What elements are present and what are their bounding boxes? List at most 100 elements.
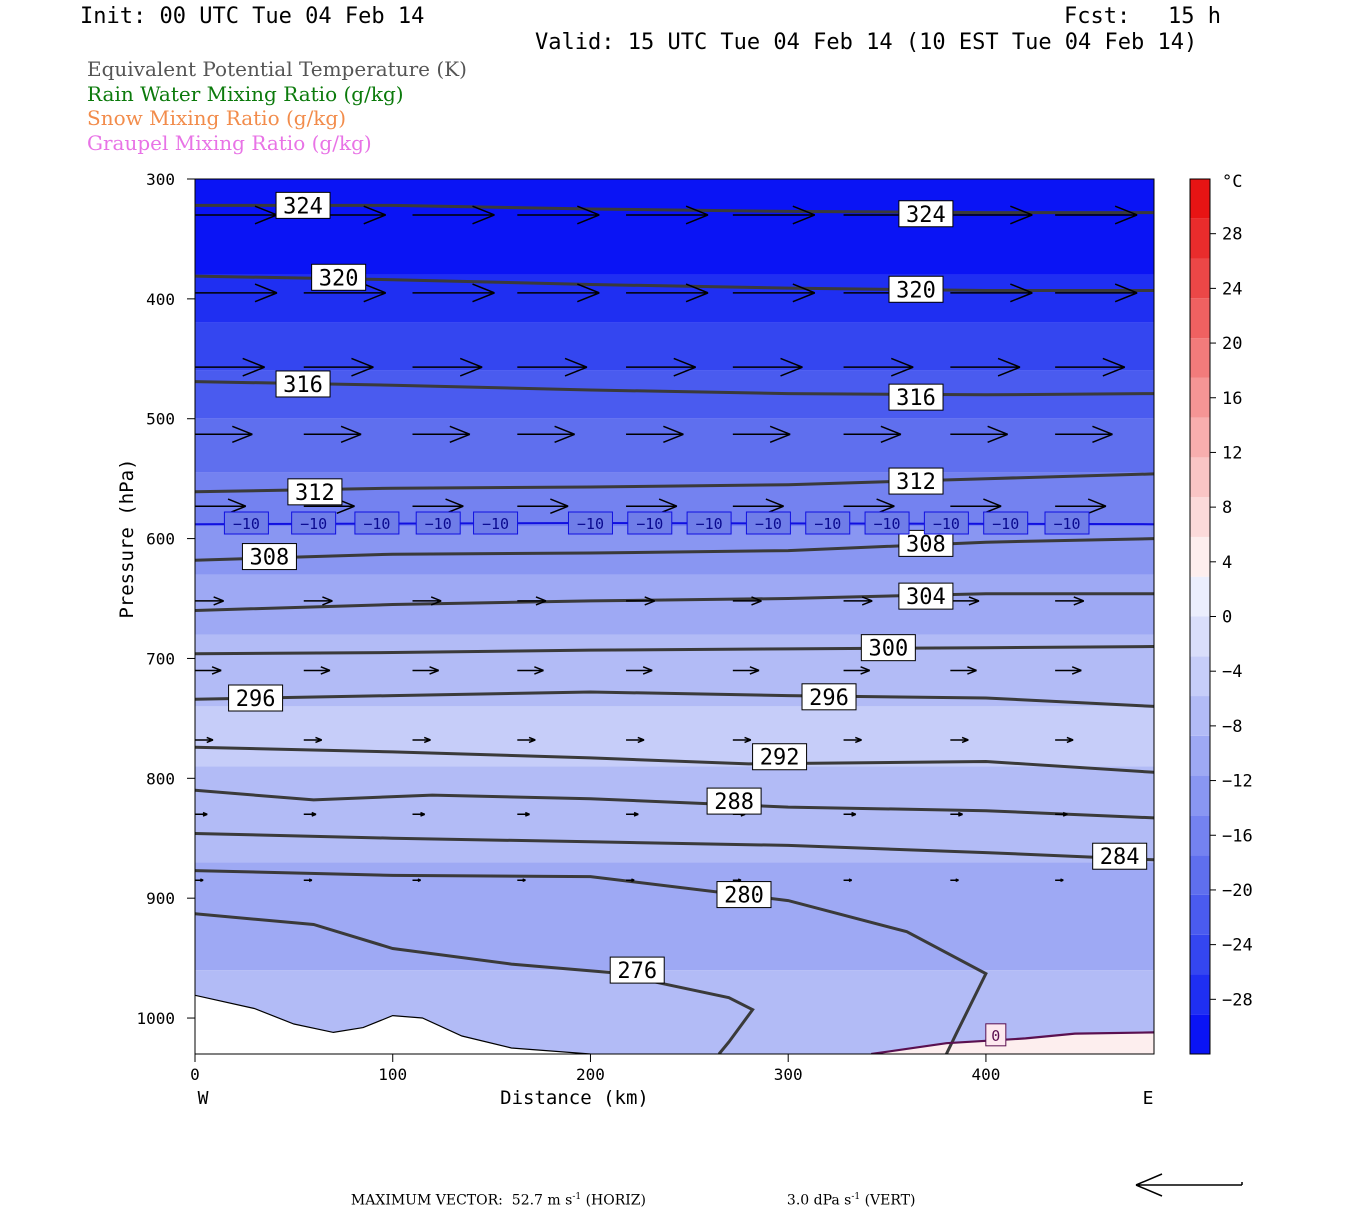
wind-vector	[950, 205, 1033, 225]
contour-label-box	[275, 191, 331, 219]
colorbar-swatch	[1190, 377, 1210, 418]
contour-label-276: 276	[617, 959, 657, 984]
max-vert-vector: 3.0 dPa s-1 (VERT)	[778, 1176, 916, 1209]
contour-label-box	[752, 743, 808, 771]
wind-vector	[1055, 205, 1138, 225]
contour-label-box	[287, 478, 343, 506]
wind-vector	[626, 425, 684, 444]
wind-vector	[195, 736, 214, 744]
contour-label-box	[888, 467, 944, 495]
horiz-value: 52.7 m s	[511, 1192, 573, 1209]
isotherm-label-box	[1044, 511, 1090, 535]
wind-vector	[517, 878, 526, 883]
colorbar-swatch	[1190, 696, 1210, 736]
horiz-exp: -1	[572, 1192, 582, 1202]
wind-vector	[1055, 878, 1064, 883]
isotherm-label-minus10: −10	[233, 515, 260, 533]
isotherm-label-box	[983, 511, 1029, 535]
contour-label-296: 296	[809, 686, 849, 711]
colorbar-tick-label: −24	[1222, 936, 1253, 956]
y-axis-title: Pressure (hPa)	[116, 459, 138, 619]
wind-vector	[843, 425, 902, 444]
wind-vector	[412, 736, 431, 744]
contour-label-box	[706, 787, 762, 815]
contour-label-292: 292	[760, 746, 800, 771]
colorbar-tick-label: −16	[1222, 826, 1253, 846]
wind-vector	[950, 283, 1033, 303]
wind-vector	[1055, 666, 1082, 675]
wind-vector	[517, 811, 530, 817]
temperature-band	[195, 706, 1154, 767]
contour-label-308: 308	[906, 532, 946, 557]
colorbar-swatch	[1190, 735, 1210, 776]
wind-vector	[950, 596, 980, 606]
wind-vector	[303, 666, 331, 675]
vert-exp: -1	[851, 1192, 861, 1202]
colorbar-swatch	[1190, 298, 1210, 339]
wind-vector	[732, 596, 762, 606]
x-axis-title: Distance (km)	[500, 1087, 649, 1109]
wind-vector	[950, 425, 1009, 444]
x-tick-label: 300	[774, 1065, 803, 1084]
wind-vector	[517, 736, 536, 744]
contour-label-284: 284	[1100, 845, 1140, 870]
legend-theta-e: Equivalent Potential Temperature (K)	[87, 57, 467, 81]
x-tick-label: 400	[971, 1065, 1000, 1084]
theta-e-contour-288	[195, 788, 1154, 820]
wind-vector	[626, 878, 635, 883]
wind-vector	[626, 357, 697, 377]
colorbar-swatch	[1190, 497, 1210, 537]
wind-vector	[412, 425, 471, 444]
wind-vector	[195, 596, 224, 606]
colorbar-swatch	[1190, 934, 1210, 975]
isotherm-label-minus10: −10	[300, 515, 327, 533]
wind-vector	[1055, 357, 1126, 377]
wind-vector	[1160, 813, 1172, 816]
contour-label-316: 316	[283, 373, 323, 398]
theta-e-contour-304	[195, 592, 1154, 612]
temperature-band	[195, 322, 1154, 371]
y-tick-label: 600	[146, 530, 175, 549]
wind-vector	[950, 357, 1021, 377]
wind-vector	[732, 357, 803, 377]
isotherm-label-box	[686, 511, 732, 535]
wind-vector	[843, 666, 871, 675]
temperature-band	[195, 574, 1154, 635]
wind-vector	[1055, 498, 1107, 515]
wind-vector	[950, 878, 959, 883]
isotherm-label-minus10: −10	[755, 515, 782, 533]
contour-label-box	[241, 543, 297, 571]
colorbar-tick-label: −8	[1222, 717, 1242, 737]
contour-label-box	[311, 263, 367, 291]
contour-label-box	[228, 684, 284, 712]
temperature-band	[195, 179, 1154, 275]
wind-vector	[303, 283, 387, 303]
wind-vector	[732, 283, 816, 303]
terrain-fill	[195, 995, 591, 1054]
colorbar-tick-label: −20	[1222, 881, 1253, 901]
theta-e-contour-300	[195, 645, 1154, 656]
wind-vector	[950, 736, 969, 744]
wind-vector	[626, 283, 709, 303]
wind-vector	[1160, 667, 1186, 674]
colorbar-swatch	[1190, 775, 1210, 816]
colorbar-unit: °C	[1222, 172, 1242, 192]
isotherm-label-minus10: −10	[1053, 515, 1080, 533]
wind-vector	[517, 205, 600, 225]
colorbar-swatch	[1190, 179, 1210, 219]
wind-vector	[1160, 737, 1178, 742]
wind-vector	[1055, 811, 1068, 817]
contour-label-box	[888, 383, 944, 411]
colorbar-tick-label: 12	[1222, 443, 1242, 463]
colorbar-swatch	[1190, 1014, 1210, 1054]
colorbar-swatch	[1190, 894, 1210, 935]
wind-vector	[195, 878, 204, 883]
contour-label-box	[1092, 842, 1148, 870]
wind-vector	[950, 811, 963, 817]
wind-vector	[517, 498, 569, 515]
theta-e-contour-308	[195, 537, 1154, 562]
colorbar-swatch	[1190, 338, 1210, 378]
wind-vector	[303, 357, 374, 377]
vert-value: 3.0 dPa s	[786, 1192, 852, 1209]
wind-vector	[412, 878, 421, 883]
